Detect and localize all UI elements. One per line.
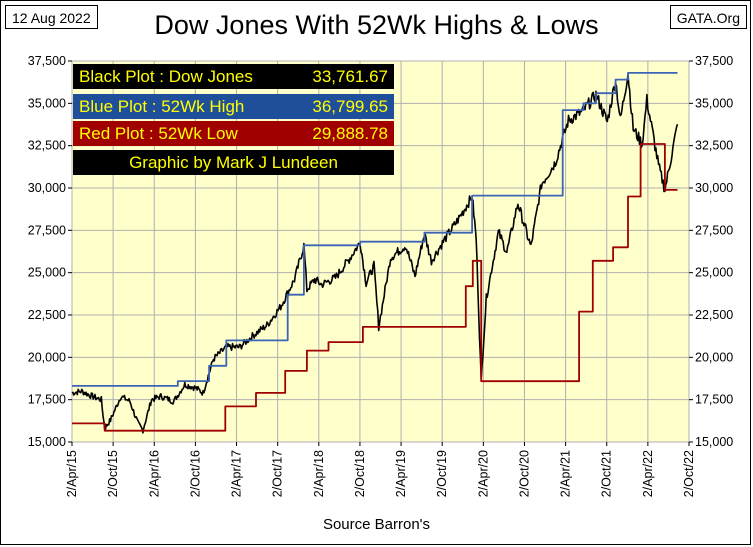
x-tick-label: 2/Oct/20 <box>517 450 531 497</box>
y-axis-right: 15,000 17,500 20,000 22,500 25,000 27,500 30,0… <box>689 54 733 449</box>
x-tick-label: 2/Oct/15 <box>106 450 120 497</box>
y-axis-left: 15,000 17,500 20,000 22,500 25,000 27,500 30,0… <box>28 54 72 449</box>
y-tick-label-left: 30,000 <box>28 181 66 195</box>
y-tick-label-right: 32,500 <box>695 139 733 153</box>
x-tick-label: 2/Oct/19 <box>435 450 449 497</box>
y-tick-label-left: 17,500 <box>28 393 66 407</box>
source-label: Source Barron's <box>322 516 431 533</box>
chart-title: Dow Jones With 52Wk Highs & Lows <box>154 10 599 40</box>
y-tick-label-right: 27,500 <box>695 223 733 237</box>
x-tick-label: 2/Apr/17 <box>230 450 244 497</box>
legend-dow-jones: Black Plot : Dow Jones 33,761.67 <box>73 64 394 89</box>
legend-dow-jones-label: Black Plot : Dow Jones <box>79 67 253 86</box>
x-tick-label: 2/Apr/20 <box>476 450 490 497</box>
x-tick-label: 2/Oct/21 <box>600 450 614 497</box>
y-tick-label-left: 27,500 <box>28 223 66 237</box>
site-label: GATA.Org <box>669 5 747 29</box>
y-tick-label-right: 20,000 <box>695 350 733 364</box>
y-tick-label-left: 15,000 <box>28 435 66 449</box>
series-layer <box>71 72 679 434</box>
x-tick-label: 2/Apr/19 <box>394 450 408 497</box>
y-tick-label-right: 35,000 <box>695 96 733 110</box>
legend-52wk-high-value: 36,799.65 <box>312 97 388 116</box>
legend-52wk-high-label: Blue Plot : 52Wk High <box>79 97 245 116</box>
y-tick-label-left: 25,000 <box>28 266 66 280</box>
x-tick-label: 2/Oct/22 <box>682 450 696 497</box>
y-tick-label-left: 35,000 <box>28 96 66 110</box>
y-tick-label-left: 32,500 <box>28 139 66 153</box>
y-tick-label-right: 22,500 <box>695 308 733 322</box>
date-label: 12 Aug 2022 <box>5 5 98 29</box>
x-axis: 2/Apr/15 2/Oct/15 2/Apr/16 2/Oct/16 2/Apr/17… <box>65 442 696 497</box>
y-tick-label-right: 37,500 <box>695 54 733 68</box>
y-tick-label-left: 20,000 <box>28 350 66 364</box>
legend-dow-jones-value: 33,761.67 <box>312 67 388 86</box>
y-tick-label-right: 30,000 <box>695 181 733 195</box>
x-tick-label: 2/Apr/15 <box>65 450 79 497</box>
y-tick-label-right: 17,500 <box>695 393 733 407</box>
x-tick-label: 2/Apr/21 <box>559 450 573 497</box>
legend-52wk-low: Red Plot : 52Wk Low 29,888.78 <box>73 121 394 146</box>
legend-52wk-low-label: Red Plot : 52Wk Low <box>79 124 238 143</box>
x-tick-label: 2/Oct/18 <box>353 450 367 497</box>
series-dow-jones-line <box>71 73 679 434</box>
series-52wk-high-line <box>72 72 678 387</box>
series-52wk-low-line <box>72 143 678 432</box>
x-tick-label: 2/Oct/17 <box>271 450 285 497</box>
y-tick-label-right: 15,000 <box>695 435 733 449</box>
y-tick-label-left: 37,500 <box>28 54 66 68</box>
legend-52wk-high: Blue Plot : 52Wk High 36,799.65 <box>73 94 394 119</box>
y-tick-label-right: 25,000 <box>695 266 733 280</box>
x-tick-label: 2/Apr/22 <box>641 450 655 497</box>
x-tick-label: 2/Oct/16 <box>188 450 202 497</box>
x-tick-label: 2/Apr/16 <box>147 450 161 497</box>
legend-52wk-low-value: 29,888.78 <box>312 124 388 143</box>
y-tick-label-left: 22,500 <box>28 308 66 322</box>
x-tick-label: 2/Apr/18 <box>312 450 326 497</box>
legend-credit: Graphic by Mark J Lundeen <box>73 150 394 175</box>
